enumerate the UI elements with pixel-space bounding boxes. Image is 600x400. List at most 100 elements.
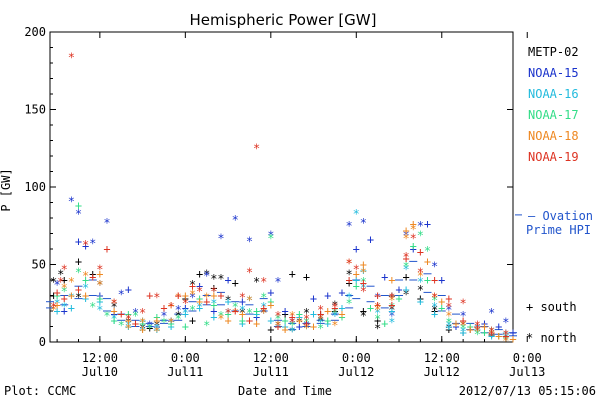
south-point: + (281, 313, 288, 327)
south-point: + (360, 264, 367, 278)
north-point: * (353, 207, 360, 221)
north-point: * (75, 207, 82, 221)
north-point: * (246, 266, 253, 280)
north-point: * (61, 284, 68, 298)
south-point: + (495, 329, 502, 343)
south-point: + (346, 273, 353, 287)
south-point: + (403, 270, 410, 284)
legend-entry: METP-02 (528, 45, 579, 59)
north-point: * (217, 312, 224, 326)
x-tick-time-label: 12:00 (253, 351, 289, 365)
ovation-legend-line1: — Ovation (528, 209, 593, 223)
south-point: + (367, 301, 374, 315)
north-point: * (50, 275, 57, 289)
north-point: * (139, 315, 146, 329)
south-point: + (488, 326, 495, 340)
north-point: * (189, 303, 196, 317)
south-point: + (403, 251, 410, 265)
north-point: * (146, 322, 153, 336)
south-point: + (360, 258, 367, 272)
north-point: * (103, 216, 110, 230)
south-point: + (467, 323, 474, 337)
north-point: * (253, 142, 260, 156)
north-point: * (431, 303, 438, 317)
south-marker-legend: + south (526, 300, 577, 314)
x-tick-date-label: Jul13 (509, 365, 545, 379)
south-point: + (253, 310, 260, 324)
north-point: * (388, 294, 395, 308)
south-point: + (353, 273, 360, 287)
north-point: * (210, 272, 217, 286)
north-point: * (139, 322, 146, 336)
north-point: * (54, 278, 61, 292)
south-point: + (210, 310, 217, 324)
south-point: + (388, 298, 395, 312)
north-point: * (96, 303, 103, 317)
north-point: * (431, 291, 438, 305)
north-point: * (431, 260, 438, 274)
south-point: + (296, 313, 303, 327)
south-point: + (110, 307, 117, 321)
north-point: * (331, 309, 338, 323)
north-point: * (274, 309, 281, 323)
north-point: * (61, 281, 68, 295)
x-tick-time-label: 12:00 (82, 351, 118, 365)
ovation-legend-line2: Prime HPI (526, 223, 591, 237)
north-point: * (153, 291, 160, 305)
north-point: * (417, 269, 424, 283)
north-point: * (274, 318, 281, 332)
north-point: * (153, 322, 160, 336)
north-point: * (374, 291, 381, 305)
north-point: * (474, 322, 481, 336)
north-point: * (203, 318, 210, 332)
south-point: + (374, 313, 381, 327)
north-point: * (331, 300, 338, 314)
south-point: + (317, 307, 324, 321)
south-point: + (374, 289, 381, 303)
south-point: + (50, 289, 57, 303)
north-point: * (410, 232, 417, 246)
south-point: + (75, 234, 82, 248)
legend-entry: NOAA-17 (528, 108, 579, 122)
north-point: * (460, 297, 467, 311)
north-point: * (388, 309, 395, 323)
north-point: * (232, 306, 239, 320)
north-point: * (374, 300, 381, 314)
north-point: * (445, 303, 452, 317)
south-point: + (182, 307, 189, 321)
south-point: + (281, 307, 288, 321)
north-point: * (110, 297, 117, 311)
south-point: + (189, 279, 196, 293)
north-point: * (125, 318, 132, 332)
north-point: * (346, 267, 353, 281)
south-point: + (324, 304, 331, 318)
north-point: * (274, 312, 281, 326)
south-point: + (182, 292, 189, 306)
x-axis-label: Date and Time (238, 384, 332, 398)
south-point: + (303, 316, 310, 330)
south-point: + (267, 323, 274, 337)
north-point: * (103, 309, 110, 323)
south-point: + (153, 310, 160, 324)
north-point: * (502, 332, 509, 346)
south-point: + (110, 313, 117, 327)
north-point: * (346, 256, 353, 270)
north-point: * (189, 287, 196, 301)
south-point: + (68, 289, 75, 303)
north-point: * (502, 331, 509, 345)
north-point: * (260, 306, 267, 320)
north-point: * (224, 306, 231, 320)
south-point: + (61, 304, 68, 318)
south-point: + (210, 289, 217, 303)
south-point: + (253, 307, 260, 321)
north-point: * (289, 309, 296, 323)
north-point: * (289, 315, 296, 329)
north-point: * (118, 287, 125, 301)
south-point: + (224, 273, 231, 287)
south-point: + (410, 242, 417, 256)
north-point: * (289, 325, 296, 339)
north-point: * (289, 325, 296, 339)
north-point: * (139, 325, 146, 339)
north-point: * (153, 325, 160, 339)
south-point: + (310, 320, 317, 334)
